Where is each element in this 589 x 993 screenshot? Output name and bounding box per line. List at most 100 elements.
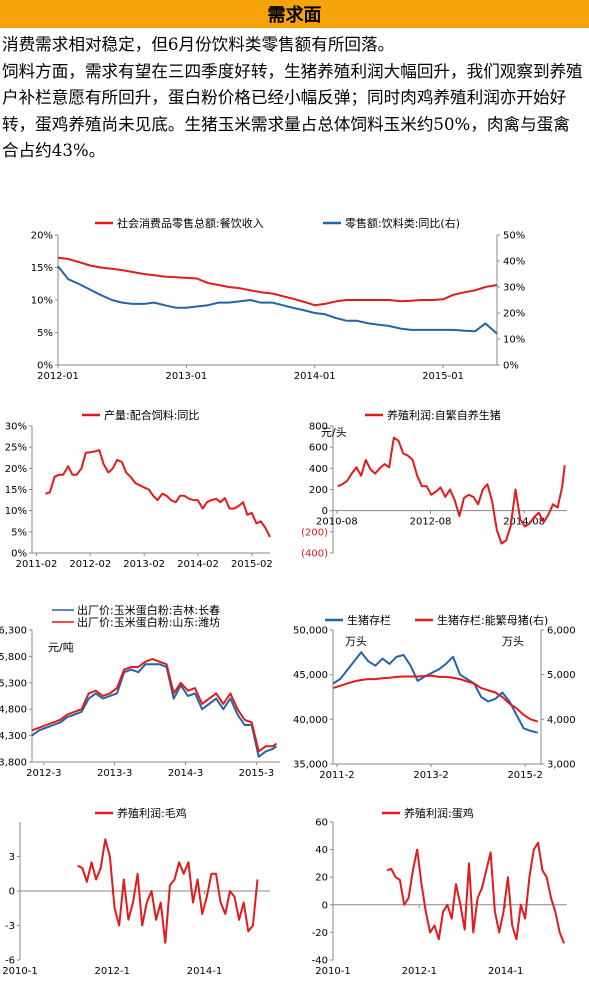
unit-label-right: 万头 — [502, 635, 524, 648]
y-tick-label: 3,800 — [0, 758, 27, 769]
x-tick-label: 2013-01 — [165, 371, 207, 382]
x-tick-label: 2011-2 — [319, 770, 354, 781]
y2-tick-label: 3,000 — [547, 760, 576, 771]
y-tick-label: 20% — [31, 231, 53, 242]
y2-tick-label: 20% — [503, 309, 525, 320]
intro-line-1: 消费需求相对稳定，但6月份饮料类零售额有所回落。 — [2, 35, 395, 54]
y-tick-label: 40 — [315, 845, 328, 856]
legend-label-2: 零售额:饮料类:同比(右) — [345, 216, 460, 230]
y-tick-label: 0% — [11, 549, 27, 560]
y-tick-label: 5% — [37, 328, 53, 339]
y-tick-label: 5,800 — [0, 652, 27, 663]
chart-feed: 0% 5% 10% 15% 20% 25% 30% 2011-02 2012-02 2013-02… — [5, 408, 273, 570]
x-tick-label: 2014-1 — [488, 966, 523, 977]
legend-label-1: 养殖利润:毛鸡 — [117, 806, 187, 820]
x-tick-label: 2014-02 — [177, 559, 219, 570]
legend-label-2: 生猪存栏:能繁母猪(右) — [437, 613, 548, 627]
y-tick-label: 50,000 — [293, 626, 328, 637]
y-tick-label: 35,000 — [293, 760, 328, 771]
x-tick-label: 2012-01 — [37, 371, 79, 382]
y-tick-label: 4,800 — [0, 705, 27, 716]
intro-text: 消费需求相对稳定，但6月份饮料类零售额有所回落。 饲料方面，需求有望在三四季度好… — [2, 32, 586, 165]
y-tick-label: 25% — [5, 443, 27, 454]
legend-label-1: 养殖利润:蛋鸡 — [404, 806, 474, 820]
y2-tick-label: 0% — [503, 361, 519, 372]
header-title: 需求面 — [267, 5, 322, 26]
y-tick-label: -3 — [5, 921, 15, 932]
y-tick-label: 60 — [315, 818, 328, 829]
series-line-2 — [31, 658, 278, 753]
legend-label-1: 生猪存栏 — [347, 613, 391, 627]
x-tick-label: 2010-08 — [316, 517, 358, 528]
y2-tick-label: 40% — [503, 257, 525, 268]
chart-broiler-profit: -6 -3 0 3 2010-1 2012-1 2014-1 养殖利润:毛鸡 — [2, 806, 270, 977]
series-line-1 — [386, 841, 565, 944]
y-tick-label: 5,300 — [0, 678, 27, 689]
y-tick-label: 0 — [322, 506, 328, 517]
y-tick-label: 20 — [315, 873, 328, 884]
unit-label: 元/头 — [321, 426, 347, 439]
y-tick-label: 5% — [11, 527, 27, 538]
y2-tick-label: 10% — [503, 335, 525, 346]
y-tick-label: (200) — [301, 527, 328, 538]
y-tick-label: 10% — [31, 296, 53, 307]
y-tick-label: 30% — [5, 422, 27, 433]
x-tick-label: 2015-3 — [239, 768, 274, 779]
legend-label-1: 出厂价:玉米蛋白粉:吉林:长春 — [77, 603, 220, 617]
x-tick-label: 2013-2 — [413, 770, 448, 781]
chart-hog-profit: (400) (200) 0 200 400 600 800 2010-08 2012-08 201… — [301, 408, 567, 560]
y-tick-label: 200 — [309, 485, 328, 496]
legend-label-2: 出厂价:玉米蛋白粉:山东:潍坊 — [77, 615, 220, 629]
x-tick-label: 2012-3 — [26, 768, 61, 779]
y2-tick-label: 30% — [503, 283, 525, 294]
y2-tick-label: 50% — [503, 231, 525, 242]
y-tick-label: 40,000 — [293, 715, 328, 726]
y-tick-label: 800 — [309, 422, 328, 433]
x-tick-label: 2015-2 — [507, 770, 542, 781]
x-tick-label: 2015-01 — [422, 371, 464, 382]
x-tick-label: 2014-08 — [503, 517, 545, 528]
y-tick-label: 600 — [309, 443, 328, 454]
series-line-2 — [332, 674, 539, 723]
x-tick-label: 2014-01 — [294, 371, 336, 382]
y-tick-label: 3 — [9, 852, 15, 863]
legend-label-1: 养殖利润:自繁自养生猪 — [387, 408, 501, 422]
chart-layer-profit: -40 -20 0 20 40 60 2010-1 2012-1 2014-1 养殖利润:蛋鸡 — [312, 806, 567, 977]
y-tick-label: 4,300 — [0, 731, 27, 742]
chart-retail: 0% 5% 10% 15% 20% 0% 10% 20% 30% 40% 50% 2012-01 201… — [31, 216, 525, 382]
series-line-1 — [77, 838, 259, 944]
y-tick-label: (400) — [301, 549, 328, 560]
x-tick-label: 2014-1 — [187, 966, 222, 977]
y-tick-label: -6 — [5, 956, 15, 967]
chart-hog-inventory: 35,000 40,000 45,000 50,000 3,000 4,000 5,000 6… — [293, 613, 576, 781]
chart-corn-gluten-price: 3,800 4,300 4,800 5,300 5,800 6,300 2012-3 2013… — [0, 603, 280, 779]
y2-tick-label: 4,000 — [547, 715, 576, 726]
intro-line-2: 饲料方面，需求有望在三四季度好转，生猪养殖利润大幅回升，我们观察到养殖户补栏意愿… — [2, 61, 583, 161]
y-tick-label: 10% — [5, 506, 27, 517]
series-line-2 — [57, 265, 498, 335]
y2-tick-label: 5,000 — [547, 670, 576, 681]
y-tick-label: 6,300 — [0, 626, 27, 637]
y-tick-label: -20 — [312, 928, 328, 939]
x-tick-label: 2012-1 — [95, 966, 130, 977]
x-tick-label: 2015-02 — [231, 559, 273, 570]
y-tick-label: 45,000 — [293, 670, 328, 681]
x-tick-label: 2014-3 — [168, 768, 203, 779]
series-line-1 — [337, 436, 566, 545]
x-tick-label: 2013-3 — [97, 768, 132, 779]
y-tick-label: -40 — [312, 956, 328, 967]
y-tick-label: 0% — [37, 361, 53, 372]
x-tick-label: 2012-1 — [402, 966, 437, 977]
x-tick-label: 2011-02 — [16, 559, 58, 570]
series-line-1 — [57, 256, 498, 307]
y2-tick-label: 6,000 — [547, 626, 576, 637]
y-tick-label: 15% — [31, 263, 53, 274]
x-tick-label: 2012-02 — [69, 559, 111, 570]
x-tick-label: 2012-08 — [410, 517, 452, 528]
x-tick-label: 2013-02 — [123, 559, 165, 570]
legend-label-1: 社会消费品零售总额:餐饮收入 — [117, 216, 264, 230]
y-tick-label: 0 — [9, 887, 15, 898]
x-tick-label: 2010-1 — [315, 966, 350, 977]
y-tick-label: 20% — [5, 464, 27, 475]
legend-label-1: 产量:配合饲料:同比 — [104, 408, 199, 422]
